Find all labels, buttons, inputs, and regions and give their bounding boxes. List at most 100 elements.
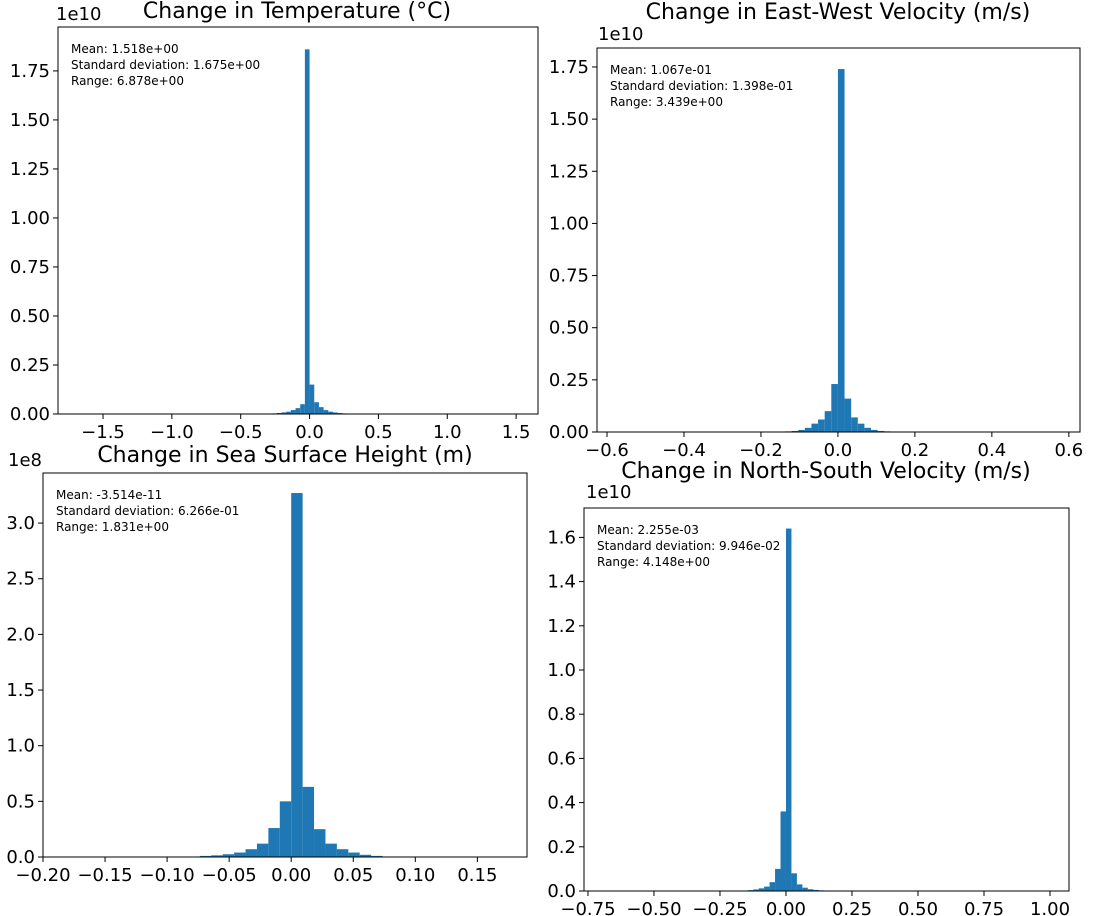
x-tick-label: −0.25 (692, 899, 747, 916)
y-tick-label: 1.50 (549, 109, 589, 130)
bar (851, 417, 858, 432)
x-tick-label: 1.00 (1030, 899, 1070, 916)
stat-text: Standard deviation: 1.398e-01 (610, 79, 793, 93)
y-tick-label: 1.75 (549, 57, 589, 78)
x-tick-label: 1.5 (502, 422, 531, 443)
bar (323, 410, 329, 414)
y-tick-label: 1.5 (6, 680, 35, 701)
x-tick-label: 0.05 (333, 865, 373, 886)
chart-title: Change in Temperature (°C) (143, 0, 451, 24)
y-tick-label: 1.6 (547, 527, 576, 548)
y-tick-label: 0.0 (6, 847, 35, 868)
x-tick-label: 0.10 (395, 865, 435, 886)
plot-frame (42, 472, 528, 858)
x-tick-label: 0.25 (832, 899, 872, 916)
bar (371, 855, 383, 857)
bar (309, 384, 315, 414)
bar (234, 852, 246, 857)
x-tick-label: 0.2 (901, 440, 930, 461)
y-tick-label: 2.0 (6, 624, 35, 645)
bar (325, 843, 337, 857)
stat-text: Mean: 1.518e+00 (71, 42, 179, 56)
bar (279, 801, 292, 857)
bar (811, 423, 819, 432)
x-tick-label: −0.15 (77, 865, 132, 886)
y-tick-label: 0.4 (547, 793, 576, 814)
bar (256, 843, 269, 857)
x-tick-label: 0.0 (824, 440, 853, 461)
bar (302, 786, 315, 857)
x-tick-label: −1.5 (81, 422, 125, 443)
plot-frame (596, 47, 1081, 433)
x-tick-label: 0.5 (364, 422, 393, 443)
stat-text: Range: 1.831e+00 (56, 520, 169, 534)
x-tick-label: 0.4 (978, 440, 1007, 461)
x-tick-label: 1.0 (433, 422, 462, 443)
bar (359, 854, 372, 857)
stat-text: Standard deviation: 1.675e+00 (71, 58, 260, 72)
x-tick-label: −0.2 (739, 440, 783, 461)
bar (268, 828, 280, 857)
x-tick-label: 0.6 (1055, 440, 1084, 461)
bar (857, 423, 865, 432)
bar (837, 69, 845, 433)
y-tick-label: 0.25 (549, 370, 589, 391)
x-tick-label: 0.50 (898, 899, 938, 916)
bar (798, 429, 805, 432)
y-tick-label: 1.0 (6, 736, 35, 757)
bar (211, 855, 223, 857)
y-tick-label: 1.25 (10, 159, 50, 180)
y-tick-label: 0.25 (10, 355, 50, 376)
bar (804, 427, 812, 432)
bar (281, 412, 287, 414)
y-tick-label: 0.75 (10, 257, 50, 278)
bar (753, 889, 759, 891)
y-tick-label: 1.50 (10, 110, 50, 131)
bar (245, 849, 257, 857)
stat-text: Standard deviation: 9.946e-02 (597, 539, 780, 553)
bar (824, 411, 832, 432)
stat-text: Mean: 2.255e-03 (597, 523, 699, 537)
y-tick-label: 0.50 (549, 318, 589, 339)
y-tick-label: 0.00 (10, 404, 50, 425)
offset-label: 1e10 (56, 4, 101, 25)
bar (802, 887, 808, 891)
y-tick-label: 1.25 (549, 161, 589, 182)
bar (295, 408, 301, 414)
bar (304, 49, 310, 414)
x-tick-label: −0.4 (662, 440, 706, 461)
y-tick-label: 0.5 (6, 791, 35, 812)
x-tick-label: 0.0 (295, 422, 324, 443)
bar (813, 889, 819, 891)
stat-text: Range: 4.148e+00 (597, 555, 710, 569)
bar (796, 884, 803, 891)
x-tick-label: 0.75 (964, 899, 1004, 916)
bar (775, 868, 781, 891)
y-tick-label: 1.4 (547, 572, 576, 593)
bar (807, 889, 814, 891)
x-tick-label: 0.15 (457, 865, 497, 886)
stat-text: Mean: -3.514e-11 (56, 488, 162, 502)
bar (758, 888, 765, 891)
x-tick-label: 0.00 (766, 899, 806, 916)
bar (300, 404, 305, 414)
y-tick-label: 0.6 (547, 748, 576, 769)
bar (348, 852, 360, 857)
bar (314, 402, 319, 414)
bar (336, 849, 349, 857)
y-tick-label: 1.75 (10, 61, 50, 82)
bar (818, 419, 825, 432)
plot-frame (583, 507, 1070, 892)
y-tick-label: 1.0 (547, 660, 576, 681)
offset-label: 1e10 (598, 24, 643, 45)
bar (318, 407, 324, 414)
x-tick-label: −0.75 (560, 899, 615, 916)
bar (791, 430, 799, 432)
y-tick-label: 1.00 (549, 213, 589, 234)
bar (314, 829, 326, 857)
bar (222, 854, 235, 857)
x-tick-label: −0.5 (219, 422, 263, 443)
x-tick-label: −0.20 (15, 865, 70, 886)
bar (764, 886, 770, 891)
